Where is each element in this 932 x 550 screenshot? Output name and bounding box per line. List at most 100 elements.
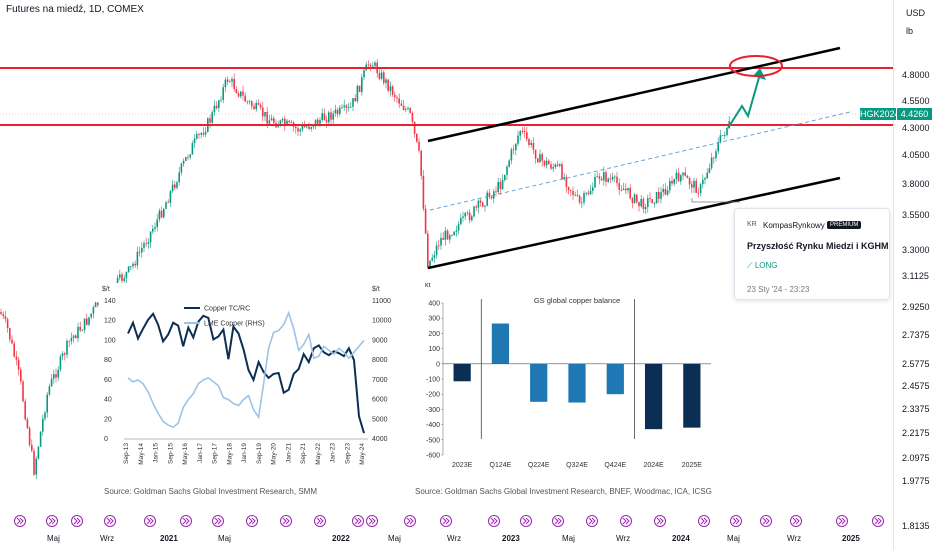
candle-body [149,231,152,243]
inset-left-x-tick: Sep-17 [212,443,219,464]
candle-body [86,318,88,325]
event-marker-icon[interactable] [730,515,742,527]
right-y-tick: 4000 [372,436,388,443]
event-marker-icon[interactable] [104,515,116,527]
candle-body [699,184,702,194]
candle-body [655,191,658,204]
candlestick-series [0,59,730,480]
event-marker-icon[interactable] [836,515,848,527]
price-tag-symbol: HGK2024 [860,108,900,120]
candle-body [288,120,290,123]
right-y-tick: 9000 [372,337,388,344]
candle-body [81,330,84,331]
event-marker-icon[interactable] [180,515,192,527]
event-marker-icon[interactable] [872,515,884,527]
candle-body [611,176,614,180]
candle-body [330,112,332,120]
unit-label[interactable]: lb [906,26,914,36]
candle-body [332,113,334,120]
candle-body [176,182,178,188]
candle-body [90,313,92,318]
event-marker-icon[interactable] [760,515,772,527]
candle-body [50,378,53,387]
candle-body [497,181,499,193]
time-tick-label: 2023 [502,534,520,543]
event-marker-icon[interactable] [620,515,632,527]
candle-body [358,85,361,92]
candle-body [693,180,695,188]
event-marker-icon[interactable] [14,515,26,527]
event-marker-icon[interactable] [212,515,224,527]
time-tick-label: Maj [562,534,575,543]
event-marker-icon[interactable] [366,515,378,527]
candle-body [196,134,198,139]
candle-body [537,158,539,163]
candle-body [156,219,158,228]
target-ellipse [729,55,783,77]
event-marker-icon[interactable] [46,515,58,527]
candle-body [545,160,548,166]
candle-body [576,194,579,196]
event-marker-icon[interactable] [552,515,564,527]
event-marker-icon[interactable] [586,515,598,527]
candle-body [726,127,728,136]
candle-body [675,172,678,180]
candle-body [530,142,532,145]
event-marker-icon[interactable] [790,515,802,527]
event-marker-icon[interactable] [654,515,666,527]
candle-body [259,104,262,108]
candle-body [704,178,706,180]
candle-body [31,444,33,451]
candle-body [462,216,464,218]
currency-label[interactable]: USD [906,8,926,18]
y-tick-label: -100 [426,377,440,384]
candle-body [290,122,293,123]
right-y-tick: 7000 [372,377,388,384]
event-marker-icon[interactable] [488,515,500,527]
candle-body [468,212,471,221]
inset-left-x-tick: May-14 [138,443,145,465]
candle-body [127,266,130,272]
candle-body [684,172,686,176]
channel-upper-line [427,46,841,143]
event-marker-icon[interactable] [440,515,452,527]
time-tick-label: Wrz [787,534,802,543]
time-axis[interactable]: Maj Wrz 2021 Maj 2022 Maj Wrz 2023 Maj Wrz 2024 Maj… [0,530,893,550]
price-tick-label: 2.7375 [902,330,930,340]
candle-body [398,98,400,104]
candle-body [92,307,95,314]
event-marker-icon[interactable] [698,515,710,527]
idea-date: 23 Sty '24 - 23:23 [747,285,810,294]
price-chart[interactable] [0,0,893,512]
time-tick-label: Maj [388,534,401,543]
balance-bar [644,363,663,430]
balance-bar [568,363,586,403]
candle-body [279,120,282,125]
legend-label: LME Copper (RHS) [204,321,265,328]
event-marker-icon[interactable] [352,515,364,527]
candle-body [323,113,326,121]
left-y-tick: 140 [104,298,116,305]
event-marker-icon[interactable] [246,515,258,527]
event-marker-icon[interactable] [71,515,83,527]
event-marker-icon[interactable] [314,515,326,527]
right-y-tick: 6000 [372,397,388,404]
candle-body [314,119,317,127]
event-marker-icon[interactable] [520,515,532,527]
candle-body [341,107,343,108]
candle-body [35,458,37,475]
event-marker-icon[interactable] [144,515,156,527]
candle-body [350,106,352,108]
idea-author[interactable]: KompasRynkowy [763,221,825,230]
event-marker-icon[interactable] [280,515,292,527]
candle-body [319,119,321,124]
price-axis[interactable]: USD lb 4.8000 4.5500 4.3000 4.0500 3.8000 3.5… [893,0,932,550]
candle-body [72,335,75,338]
idea-card[interactable]: KR KompasRynkowy PREMIUM Przyszłość Rynk… [734,208,890,300]
candle-body [706,172,708,179]
candle-body [442,237,444,240]
price-tick-label: 4.3000 [902,123,930,133]
idea-title[interactable]: Przyszłość Rynku Miedzi i KGHM [747,241,889,251]
candle-body [455,230,458,232]
event-marker-icon[interactable] [404,515,416,527]
